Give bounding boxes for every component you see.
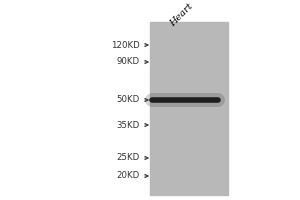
Text: 120KD: 120KD xyxy=(111,40,140,49)
Bar xyxy=(150,22,228,195)
Text: 25KD: 25KD xyxy=(117,154,140,162)
Text: 90KD: 90KD xyxy=(117,58,140,66)
Text: 50KD: 50KD xyxy=(117,96,140,104)
Text: Heart: Heart xyxy=(169,2,195,28)
Text: 35KD: 35KD xyxy=(117,120,140,130)
Text: 20KD: 20KD xyxy=(117,171,140,180)
